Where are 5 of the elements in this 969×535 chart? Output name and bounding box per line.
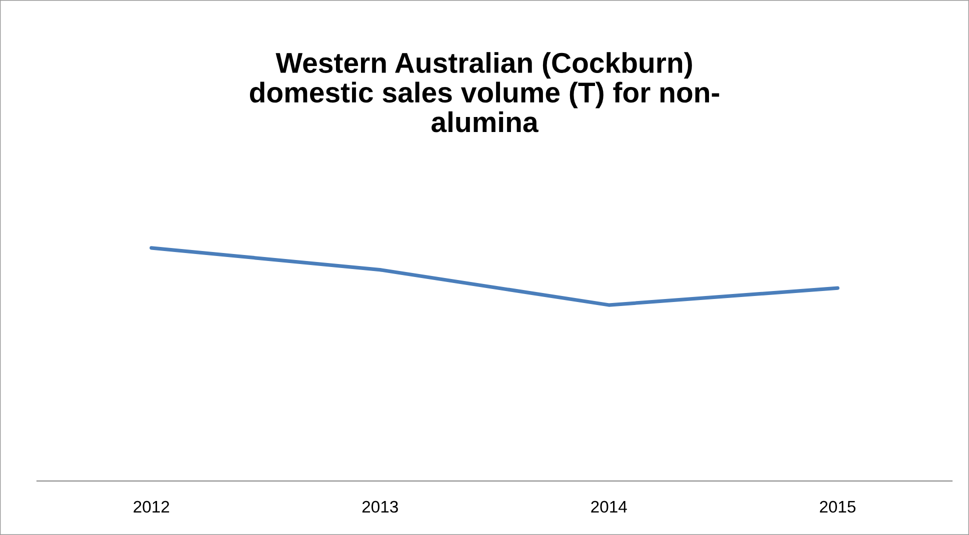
x-tick-label: 2014 [591,500,627,513]
x-tick-label: 2013 [362,500,398,513]
x-tick-label: 2012 [134,500,170,513]
chart-title: Western Australian (Cockburn) domestic sales volume (T) for non- alumina [250,52,720,132]
x-tick-label: 2015 [820,500,856,513]
